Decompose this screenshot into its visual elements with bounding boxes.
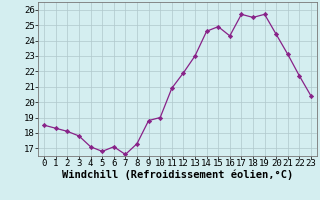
- X-axis label: Windchill (Refroidissement éolien,°C): Windchill (Refroidissement éolien,°C): [62, 170, 293, 180]
